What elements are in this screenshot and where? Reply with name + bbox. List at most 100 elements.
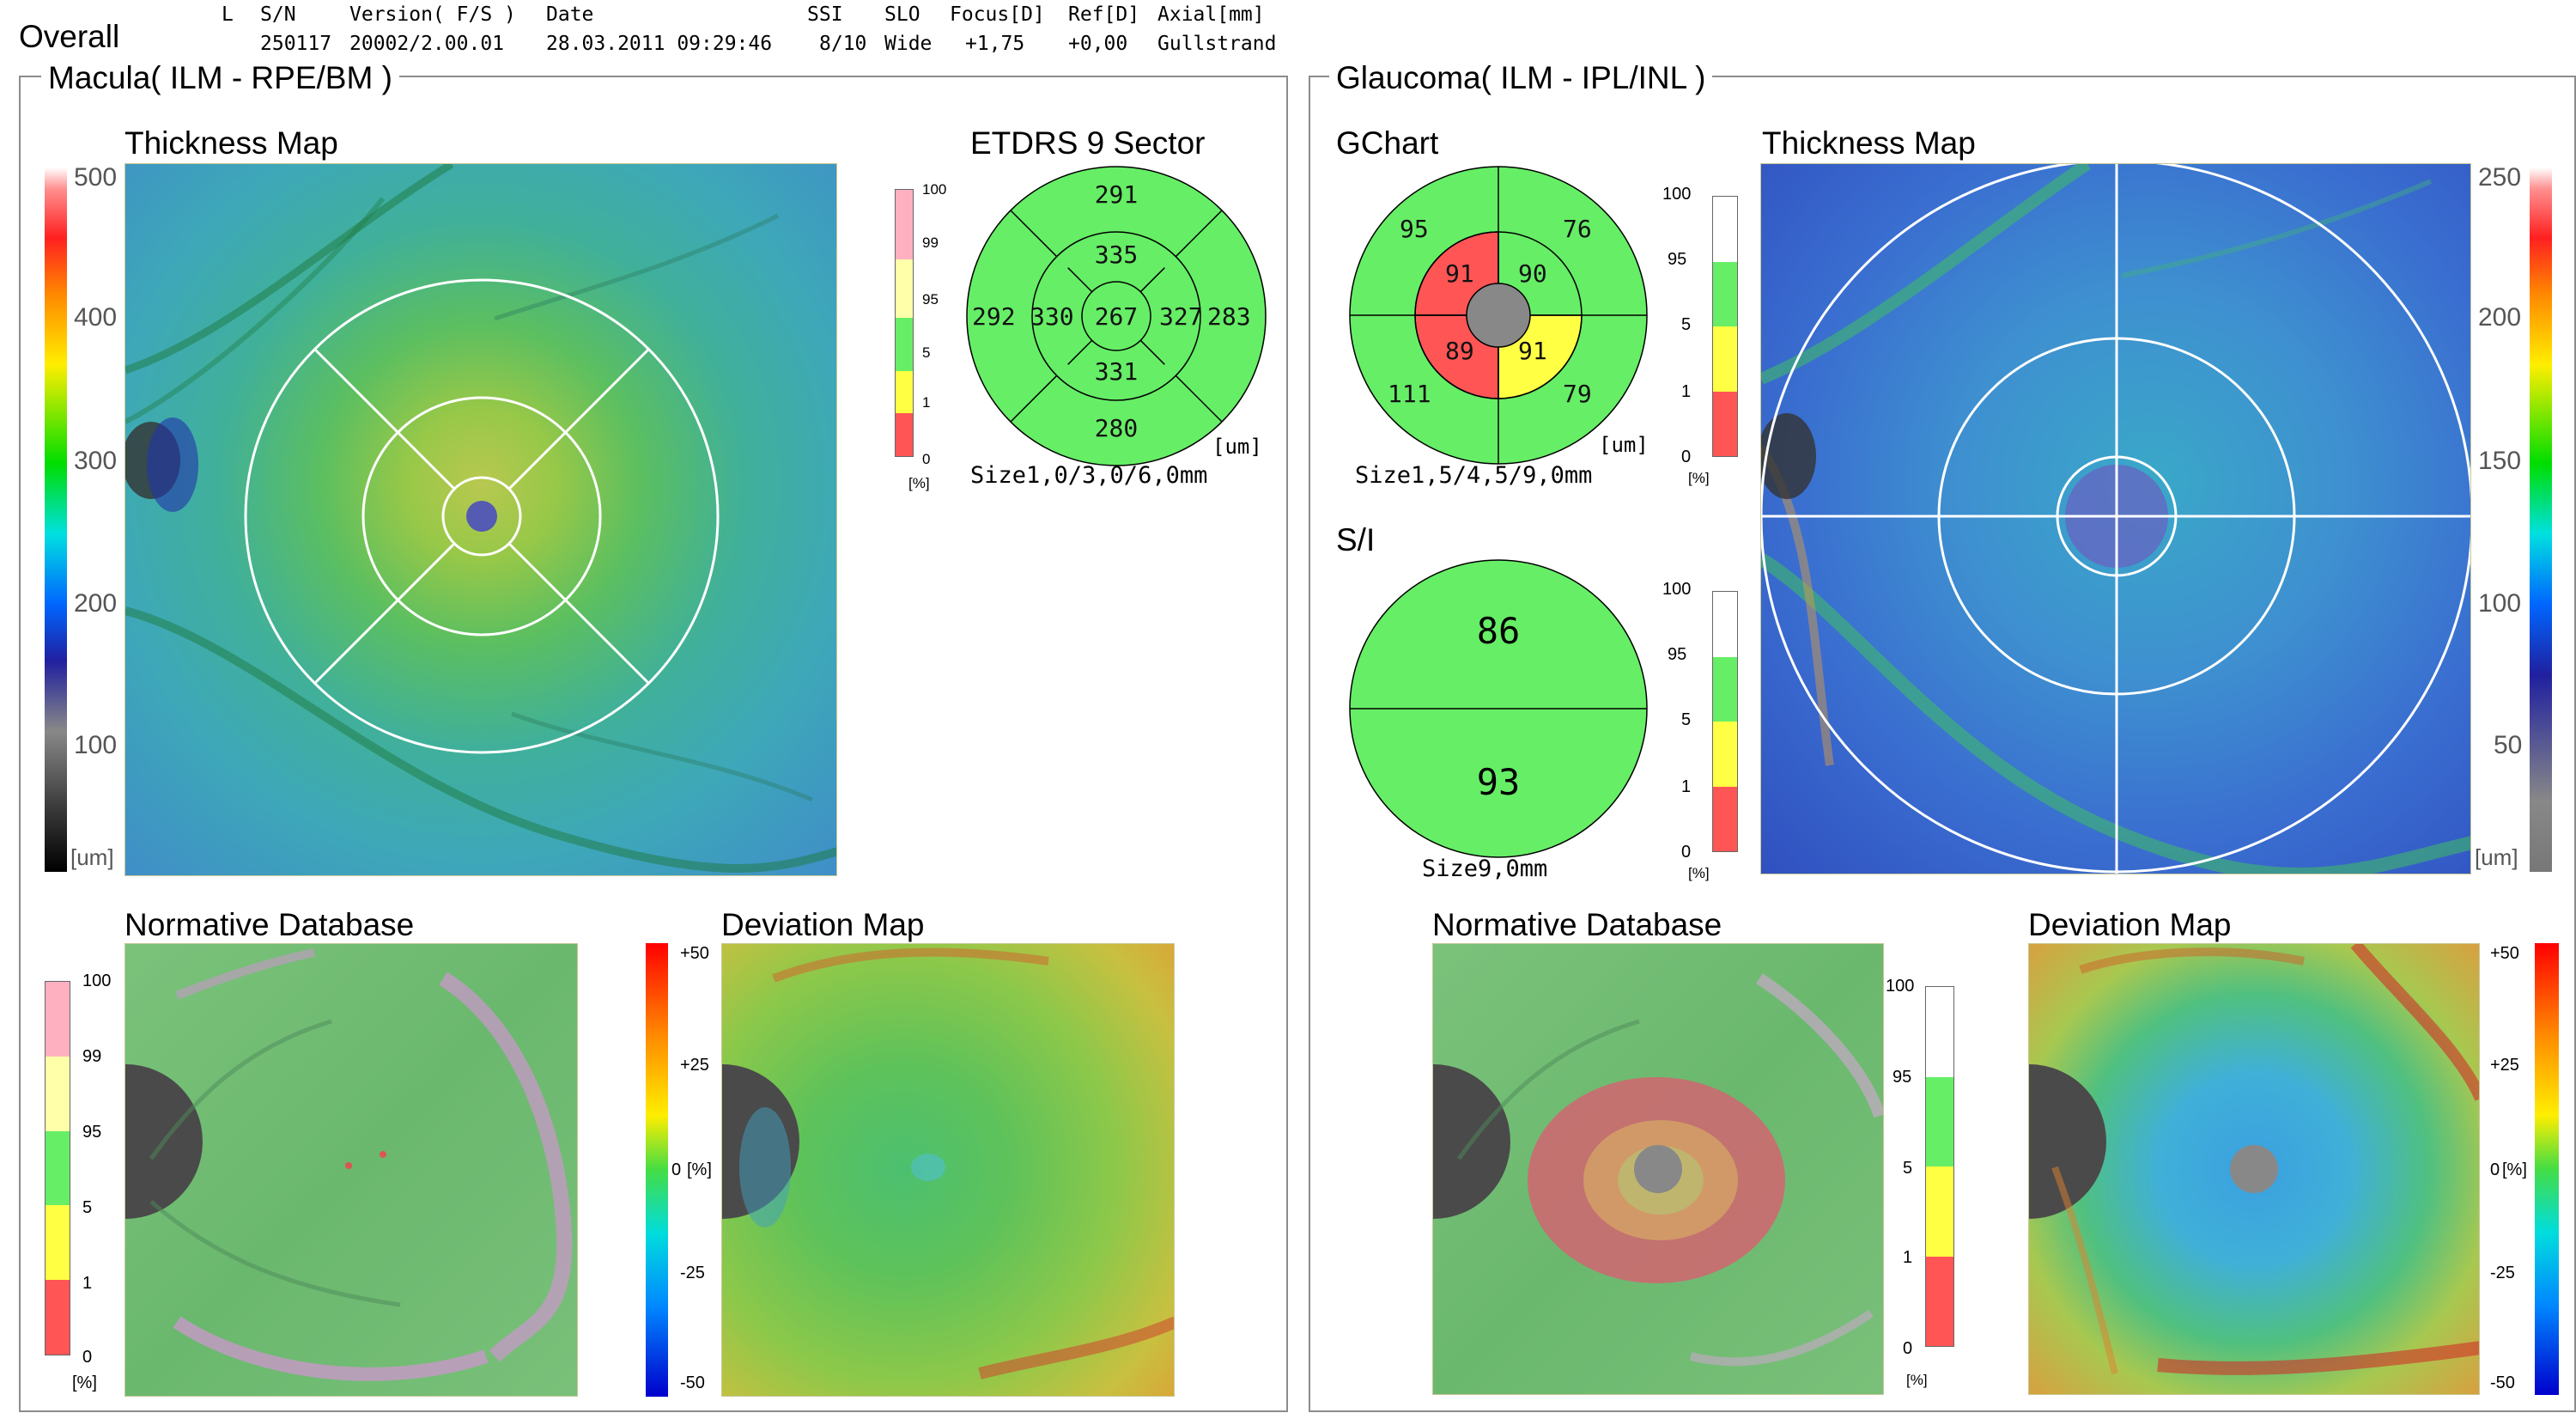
glaucoma-normative-scale-1: 1 bbox=[1903, 1248, 1913, 1267]
header-col-date: Date bbox=[546, 3, 594, 26]
macula-thickness-scale-300: 300 bbox=[74, 447, 118, 475]
glaucoma-normative-map[interactable] bbox=[1432, 943, 1884, 1395]
header-col-sn: S/N bbox=[260, 3, 296, 26]
si-scale-100: 100 bbox=[1662, 580, 1692, 599]
macula-thickness-scale-500: 500 bbox=[74, 163, 118, 192]
macula-deviation-scale-plus50: +50 bbox=[680, 944, 709, 963]
macula-normative-scale-5: 5 bbox=[82, 1198, 93, 1217]
si-title: S/I bbox=[1336, 522, 1376, 557]
etdrs-outer-inferior: 280 bbox=[1094, 414, 1139, 442]
gchart-outer-bl: 111 bbox=[1388, 380, 1431, 408]
si-chart bbox=[1349, 559, 1648, 858]
glaucoma-thickness-map-title: Thickness Map bbox=[1762, 125, 1976, 161]
gchart-scale-95: 95 bbox=[1668, 250, 1687, 269]
macula-normative-map[interactable] bbox=[125, 943, 578, 1397]
macula-normative-scale-0: 0 bbox=[82, 1348, 93, 1367]
macula-thickness-unit: [um] bbox=[70, 844, 114, 870]
header-val-version: 20002/2.00.01 bbox=[349, 33, 505, 55]
glaucoma-panel bbox=[1309, 76, 2576, 1412]
macula-thickness-scale-400: 400 bbox=[74, 303, 118, 332]
etdrs-center: 267 bbox=[1094, 302, 1139, 331]
glaucoma-thickness-scale-100: 100 bbox=[2478, 589, 2522, 618]
gchart-values: 95 76 111 79 91 90 89 91 bbox=[1346, 163, 1650, 467]
gchart-inner-bl: 89 bbox=[1445, 337, 1474, 365]
glaucoma-normative-scale-95: 95 bbox=[1893, 1068, 1912, 1087]
macula-deviation-scale-0: 0 bbox=[671, 1160, 682, 1179]
glaucoma-thickness-scale-250: 250 bbox=[2478, 163, 2522, 192]
macula-normative-title: Normative Database bbox=[125, 907, 415, 942]
macula-deviation-unit: [%] bbox=[687, 1160, 712, 1179]
etdrs-percentile-scale bbox=[895, 189, 914, 457]
glaucoma-thickness-map[interactable] bbox=[1760, 163, 2471, 874]
header-col-slo: SLO bbox=[884, 3, 920, 26]
etdrs-unit: [um] bbox=[1212, 435, 1262, 459]
header-col-focus: Focus[D] bbox=[950, 3, 1045, 26]
gchart-inner-tl: 91 bbox=[1445, 259, 1474, 288]
gchart-inner-tr: 90 bbox=[1518, 259, 1547, 288]
gchart-outer-br: 79 bbox=[1563, 380, 1592, 408]
etdrs-scale-100: 100 bbox=[922, 181, 947, 198]
etdrs-scale-95: 95 bbox=[922, 291, 939, 308]
glaucoma-normative-scale-5: 5 bbox=[1903, 1159, 1913, 1178]
header-val-sn: 250117 bbox=[260, 33, 332, 55]
gchart-title: GChart bbox=[1336, 125, 1439, 161]
si-superior: 86 bbox=[1476, 610, 1521, 652]
glaucoma-deviation-scale-plus50: +50 bbox=[2490, 944, 2519, 963]
macula-normative-scale bbox=[45, 981, 70, 1355]
macula-thickness-scale-200: 200 bbox=[74, 589, 118, 618]
glaucoma-thickness-scale-200: 200 bbox=[2478, 303, 2522, 332]
gchart-percentile-scale bbox=[1712, 196, 1738, 457]
header-val-axial: Gullstrand bbox=[1157, 33, 1277, 55]
macula-normative-scale-95: 95 bbox=[82, 1123, 102, 1142]
gchart-size-label: Size1,5/4,5/9,0mm bbox=[1355, 462, 1593, 489]
glaucoma-deviation-map[interactable] bbox=[2028, 943, 2480, 1395]
glaucoma-normative-scale-100: 100 bbox=[1886, 977, 1915, 996]
glaucoma-deviation-unit: [%] bbox=[2502, 1160, 2527, 1179]
si-scale-5: 5 bbox=[1681, 710, 1692, 729]
header-col-ssi: SSI bbox=[807, 3, 843, 26]
macula-panel bbox=[19, 76, 1288, 1412]
glaucoma-deviation-scale-0: 0 bbox=[2490, 1160, 2500, 1179]
glaucoma-panel-title: Glaucoma( ILM - IPL/INL ) bbox=[1329, 62, 1713, 94]
header-col-version: Version( F/S ) bbox=[349, 3, 516, 26]
macula-normative-unit: [%] bbox=[72, 1373, 97, 1392]
glaucoma-normative-title: Normative Database bbox=[1432, 907, 1722, 942]
header-val-focus: +1,75 bbox=[965, 33, 1025, 55]
macula-deviation-title: Deviation Map bbox=[721, 907, 925, 942]
glaucoma-thickness-scale-50: 50 bbox=[2494, 731, 2523, 759]
gchart-inner-br: 91 bbox=[1518, 337, 1547, 365]
gchart-chart bbox=[1349, 166, 1648, 465]
macula-panel-title: Macula( ILM - RPE/BM ) bbox=[41, 62, 399, 94]
glaucoma-deviation-title: Deviation Map bbox=[2028, 907, 2232, 942]
etdrs-values: 267 335 331 330 327 291 280 292 283 bbox=[963, 163, 1269, 469]
si-scale-1: 1 bbox=[1681, 777, 1692, 796]
si-scale-95: 95 bbox=[1668, 645, 1687, 664]
glaucoma-deviation-scale-minus50: -50 bbox=[2490, 1373, 2515, 1392]
glaucoma-normative-scale-0: 0 bbox=[1903, 1339, 1913, 1358]
si-scale-0: 0 bbox=[1681, 843, 1692, 862]
macula-thickness-map[interactable] bbox=[125, 163, 837, 876]
etdrs-size-label: Size1,0/3,0/6,0mm bbox=[970, 462, 1208, 489]
gchart-scale-5: 5 bbox=[1681, 315, 1692, 334]
gchart-scale-0: 0 bbox=[1681, 448, 1692, 466]
macula-deviation-map[interactable] bbox=[721, 943, 1175, 1397]
header-col-axial: Axial[mm] bbox=[1157, 3, 1265, 26]
etdrs-inner-superior: 335 bbox=[1094, 241, 1139, 269]
header-val-ref: +0,00 bbox=[1068, 33, 1128, 55]
header-val-ssi: 8/10 bbox=[819, 33, 867, 55]
macula-deviation-scale-plus25: +25 bbox=[680, 1056, 709, 1075]
gchart-unit: [um] bbox=[1599, 433, 1649, 457]
glaucoma-deviation-scale bbox=[2535, 943, 2559, 1395]
header-val-date: 28.03.2011 09:29:46 bbox=[546, 33, 773, 55]
gchart-scale-100: 100 bbox=[1662, 185, 1692, 204]
overall-title: Overall bbox=[19, 19, 120, 54]
etdrs-outer-temporal: 292 bbox=[972, 302, 1016, 331]
macula-normative-scale-1: 1 bbox=[82, 1274, 93, 1293]
glaucoma-deviation-scale-minus25: -25 bbox=[2490, 1264, 2515, 1282]
macula-thickness-scale-100: 100 bbox=[74, 731, 118, 759]
etdrs-inner-temporal: 330 bbox=[1030, 302, 1074, 331]
macula-thickness-color-scale bbox=[45, 167, 67, 872]
macula-thickness-map-title: Thickness Map bbox=[125, 125, 338, 161]
gchart-scale-unit: [%] bbox=[1688, 470, 1710, 486]
etdrs-outer-superior: 291 bbox=[1094, 180, 1139, 209]
